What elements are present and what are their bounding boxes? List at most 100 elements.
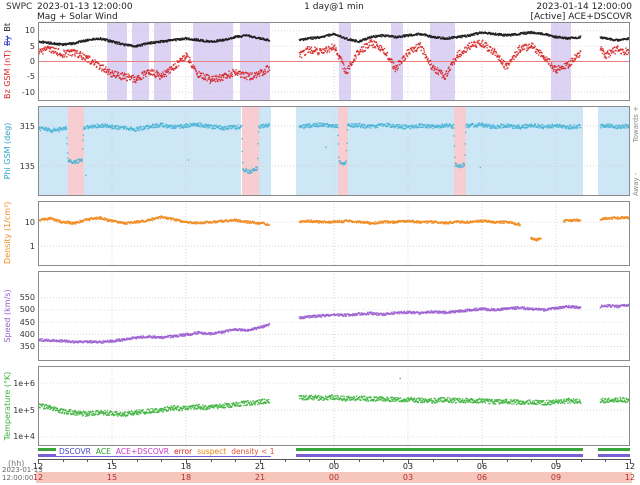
legend: DSCOVR ACE ACE+DSCOVR error suspect density <…	[56, 446, 278, 456]
resolution-label: 1 day@1 min	[304, 2, 364, 12]
time-axis-tick	[580, 460, 582, 462]
temperature-axis-label-part: Temperature (°K)	[3, 371, 12, 441]
hour-label-day2: 12	[32, 473, 44, 482]
legend-item-4: suspect	[197, 446, 227, 456]
temperature-ytick-label: 1e+4	[13, 432, 35, 442]
phi-right-label: Away - Towards +	[632, 106, 640, 196]
mag-axis-label-part: Bt	[3, 22, 12, 32]
status-bar-dscovr	[295, 454, 584, 457]
hour-label: 03	[402, 462, 414, 471]
hour-label-day2: 12	[624, 473, 636, 482]
hour-label-day2: 03	[402, 473, 414, 482]
hour-unit-label: (hh)	[8, 459, 25, 468]
time-axis-tick	[432, 460, 434, 462]
status-bar-dscovr	[597, 454, 630, 457]
hour-label: 12	[32, 462, 44, 471]
status-label: [Active] ACE+DSCOVR	[530, 12, 633, 22]
product-title: Mag + Solar Wind	[37, 12, 118, 22]
start-time-footer: 12:00:00	[2, 474, 34, 482]
temperature-ytick-label: 1e+5	[13, 405, 35, 415]
phi-ytick-label: 315	[19, 121, 35, 131]
hour-label-day2: 21	[254, 473, 266, 482]
temperature-ytick-label: 1e+6	[13, 378, 35, 388]
hour-label-day2: 09	[550, 473, 562, 482]
mag-ytick-label: -10	[21, 87, 35, 97]
hour-label: 21	[254, 462, 266, 471]
legend-item-5: density < 1	[231, 446, 275, 456]
time-axis-tick	[334, 460, 335, 464]
legend-item-2: ACE+DSCOVR	[115, 446, 170, 456]
end-datetime: 2023-01-14 12:00:00	[536, 2, 632, 12]
speed-ytick-label: 350	[19, 341, 35, 351]
hour-label: 18	[180, 462, 192, 471]
time-axis-tick	[38, 460, 39, 464]
time-axis-tick	[531, 460, 533, 462]
density-series-canvas	[38, 201, 630, 266]
time-axis-tick	[284, 460, 286, 462]
phi-ytick-label: 135	[19, 161, 35, 171]
time-axis-tick	[260, 460, 261, 464]
time-axis-tick	[482, 460, 483, 464]
time-axis-tick	[235, 460, 237, 462]
legend-item-0: DSCOVR	[59, 446, 91, 456]
speed-axis-label-part: Speed (km/s)	[3, 289, 12, 343]
time-axis-tick	[112, 460, 113, 464]
density-axis-label: Density (1/cm³)	[3, 201, 12, 266]
start-datetime: 2023-01-13 12:00:00	[37, 2, 133, 12]
hour-label: 15	[106, 462, 118, 471]
hour-label-day2: 18	[180, 473, 192, 482]
speed-ytick-label: 550	[19, 293, 35, 303]
mag-ytick-label: 0	[29, 57, 35, 66]
mag-axis-label-part: By	[3, 35, 12, 46]
mag-ytick-label: 10	[24, 26, 35, 36]
mag-ytick-label: -5	[27, 72, 35, 82]
time-axis-tick	[408, 460, 409, 464]
speed-ytick-label: 450	[19, 317, 35, 327]
speed-series-canvas	[38, 271, 630, 361]
time-axis-tick	[457, 460, 459, 462]
time-axis-tick	[210, 460, 212, 462]
phi-axis-label: Phi GSM (deg)	[3, 106, 12, 196]
hour-label-day2: 00	[328, 473, 340, 482]
mag-series-canvas	[38, 22, 630, 101]
status-bar-ace	[295, 448, 584, 451]
hour-label: 12	[624, 462, 636, 471]
time-axis-tick	[186, 460, 187, 464]
time-axis-tick	[605, 460, 607, 462]
phi-axis-label-part: Phi GSM (deg)	[3, 122, 12, 180]
hour-label: 00	[328, 462, 340, 471]
time-axis-tick	[506, 460, 508, 462]
temperature-axis-label: Temperature (°K)	[3, 366, 12, 446]
time-axis-tick	[62, 460, 64, 462]
mag-axis-label: Bz GSM (nT) By Bt	[3, 22, 12, 101]
time-axis-tick	[309, 460, 311, 462]
time-axis-tick	[161, 460, 163, 462]
hour-label: 09	[550, 462, 562, 471]
away-label: Away -	[632, 172, 640, 196]
legend-item-1: ACE	[95, 446, 111, 456]
agency-label: SWPC	[6, 2, 33, 12]
time-axis-line	[38, 459, 631, 460]
speed-axis-label: Speed (km/s)	[3, 271, 12, 361]
status-bar-ace	[597, 448, 630, 451]
density-axis-label-part: Density (1/cm³)	[3, 201, 12, 264]
time-axis-tick	[87, 460, 89, 462]
temperature-series-canvas	[38, 366, 630, 446]
speed-ytick-label: 500	[19, 305, 35, 315]
time-axis-tick	[556, 460, 557, 464]
hour-label: 06	[476, 462, 488, 471]
towards-label: Towards +	[632, 106, 640, 143]
hour-label-day2: 15	[106, 473, 118, 482]
time-axis-tick	[630, 460, 631, 464]
density-ytick-label: 1	[29, 241, 35, 251]
phi-series-canvas	[38, 106, 630, 196]
time-axis-tick	[136, 460, 138, 462]
time-axis-tick	[358, 460, 360, 462]
start-date-footer: 2023-01-13	[2, 466, 43, 474]
speed-ytick-label: 400	[19, 329, 35, 339]
day2-axis-band	[36, 472, 632, 483]
hour-label-day2: 06	[476, 473, 488, 482]
density-ytick-label: 10	[24, 217, 35, 227]
mag-axis-label-part: Bz GSM (nT)	[3, 49, 12, 99]
